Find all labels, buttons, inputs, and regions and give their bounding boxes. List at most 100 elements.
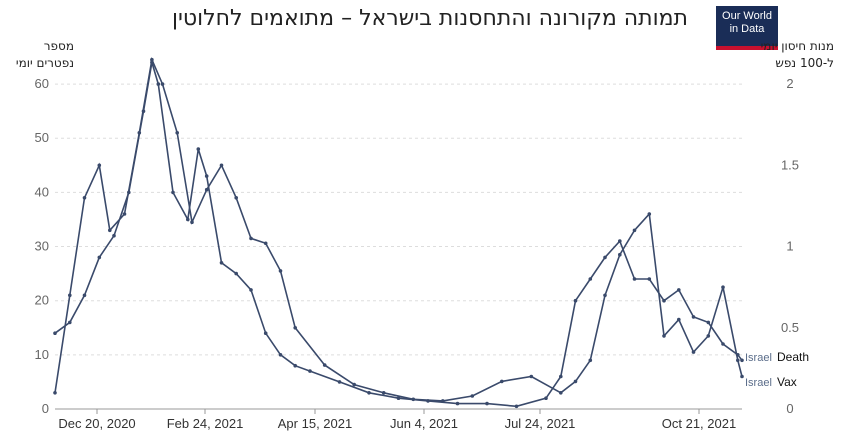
data-point-vax [647, 212, 652, 216]
data-point-death [82, 293, 87, 298]
data-point-vax [500, 379, 504, 384]
data-point-death [263, 331, 268, 336]
data-point-vax [137, 131, 142, 135]
series-labels: Israel Death Israel Vax [745, 350, 809, 389]
data-point-death [588, 277, 593, 281]
data-point-vax [677, 317, 681, 322]
left-axis-label-line-2: נפטרים יומי [15, 56, 74, 70]
data-point-vax [68, 293, 72, 298]
data-point-vax [559, 391, 563, 395]
data-point-death [68, 320, 72, 325]
data-point-death [53, 331, 57, 336]
data-point-death [367, 391, 371, 395]
data-point-vax [234, 196, 238, 200]
data-point-vax [322, 363, 327, 367]
series-label-vax: Israel Vax [745, 375, 797, 389]
data-point-vax [706, 334, 711, 338]
data-point-death [573, 298, 578, 303]
left-axis-label: מספר נפטרים יומי [8, 38, 74, 72]
data-point-vax [662, 334, 666, 338]
data-point-death [293, 363, 298, 368]
data-point-death [219, 261, 224, 265]
data-point-vax [150, 57, 154, 62]
data-point-vax [190, 220, 194, 224]
data-point-death [603, 255, 607, 260]
data-point-vax [411, 397, 416, 402]
data-point-vax [249, 236, 253, 241]
owid-logo: Our World in Data [716, 6, 778, 50]
grid [55, 83, 742, 410]
left-tick-label: 20 [35, 293, 49, 308]
data-point-vax [618, 252, 622, 257]
data-point-death [647, 277, 652, 281]
data-point-death [721, 342, 725, 346]
data-point-death [112, 233, 116, 238]
data-point-death [677, 288, 681, 292]
data-point-death [156, 82, 161, 86]
data-point-death [706, 320, 711, 325]
left-tick-label: 10 [35, 347, 49, 362]
data-point-death [337, 380, 342, 384]
data-point-death [186, 217, 190, 222]
left-tick-label: 30 [35, 239, 49, 254]
data-point-vax [82, 196, 87, 200]
x-tick-label: Apr 15, 2021 [278, 416, 352, 431]
data-point-death [234, 271, 238, 276]
series-group [53, 56, 744, 409]
data-point-vax [736, 358, 740, 363]
right-axis-label-line-1: מנות חיסון יומי [760, 39, 834, 53]
series-label-country: Israel [745, 377, 772, 389]
right-tick-label: 1 [786, 239, 793, 254]
data-point-vax [529, 374, 534, 379]
logo-line-1: Our World [722, 10, 772, 22]
data-point-vax [204, 187, 209, 192]
right-axis-label: מנות חיסון יומי ל-100 נפש [734, 38, 834, 72]
right-axis-label-line-2: ל-100 נפש [775, 56, 834, 70]
data-point-death [249, 288, 253, 292]
data-point-vax [263, 241, 268, 246]
right-axis: 0 0.5 1 1.5 2 [781, 76, 799, 416]
x-tick-label: Oct 21, 2021 [662, 416, 736, 431]
left-tick-label: 60 [35, 76, 49, 91]
data-point-vax [632, 228, 637, 233]
data-point-vax [352, 382, 357, 387]
data-point-vax [175, 131, 179, 135]
data-point-death [544, 396, 548, 401]
left-axis: 0 10 20 30 40 50 60 [35, 76, 49, 416]
data-point-vax [721, 285, 725, 290]
x-tick-label: Dec 20, 2020 [58, 416, 135, 431]
data-point-death [308, 369, 312, 373]
data-point-death [691, 315, 696, 319]
data-point-vax [603, 293, 607, 298]
x-tick-label: Jun 4, 2021 [390, 416, 458, 431]
data-point-vax [691, 350, 696, 354]
left-axis-label-line-1: מספר [43, 39, 74, 53]
data-point-death [171, 190, 175, 195]
data-point-death [662, 298, 666, 303]
data-point-death [278, 353, 283, 357]
left-tick-label: 40 [35, 184, 49, 199]
series-line-vax [54, 56, 743, 402]
data-point-vax [470, 394, 475, 398]
x-tick-label: Feb 24, 2021 [167, 416, 244, 431]
left-tick-label: 50 [35, 130, 49, 145]
right-tick-label: 0.5 [781, 320, 799, 335]
series-label-country: Israel [745, 352, 772, 364]
data-point-vax [588, 358, 593, 363]
data-point-vax [441, 399, 445, 403]
series-label-variable: Death [777, 350, 809, 364]
right-tick-label: 1.5 [781, 157, 799, 172]
series-label-variable: Vax [777, 375, 797, 389]
data-point-vax [293, 326, 298, 330]
logo-line-2: in Data [729, 23, 765, 35]
data-point-death [196, 147, 201, 151]
data-point-vax [278, 269, 283, 273]
data-point-vax [740, 374, 744, 379]
data-point-death [618, 239, 622, 243]
data-point-death [455, 401, 460, 406]
x-axis: Dec 20, 2020 Feb 24, 2021 Apr 15, 2021 Jun … [55, 408, 742, 431]
chart-title: תמותה מקורונה והתחסנות בישראל – מתואמים … [171, 6, 689, 31]
data-point-vax [160, 82, 165, 86]
data-point-death [514, 404, 519, 409]
